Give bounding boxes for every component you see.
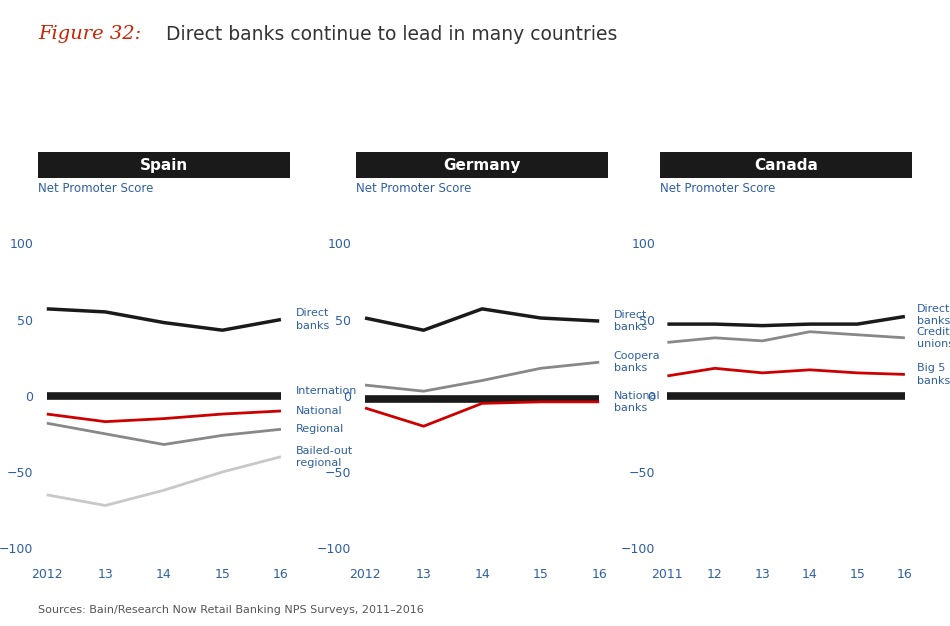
Text: Direct
banks: Direct banks	[917, 304, 950, 326]
Text: Direct banks continue to lead in many countries: Direct banks continue to lead in many co…	[166, 25, 618, 44]
Text: Sources: Bain/Research Now Retail Banking NPS Surveys, 2011–2016: Sources: Bain/Research Now Retail Bankin…	[38, 605, 424, 615]
Text: Germany: Germany	[444, 158, 521, 173]
Text: Bailed-out
regional: Bailed-out regional	[295, 446, 352, 468]
Text: Credit
unions: Credit unions	[917, 327, 950, 349]
Text: Canada: Canada	[754, 158, 818, 173]
Text: Net Promoter Score: Net Promoter Score	[660, 182, 775, 195]
Text: Big 5
banks: Big 5 banks	[917, 363, 950, 386]
Text: Cooperative
banks: Cooperative banks	[614, 351, 681, 374]
Text: Spain: Spain	[140, 158, 188, 173]
Text: Net Promoter Score: Net Promoter Score	[38, 182, 153, 195]
Text: Net Promoter Score: Net Promoter Score	[356, 182, 471, 195]
Text: National: National	[295, 406, 342, 416]
Text: Regional: Regional	[295, 424, 344, 434]
Text: Figure 32:: Figure 32:	[38, 25, 142, 43]
Text: National
banks: National banks	[614, 391, 660, 413]
Text: Direct
banks: Direct banks	[295, 309, 329, 331]
Text: Direct
banks: Direct banks	[614, 310, 647, 332]
Text: International: International	[295, 386, 367, 396]
